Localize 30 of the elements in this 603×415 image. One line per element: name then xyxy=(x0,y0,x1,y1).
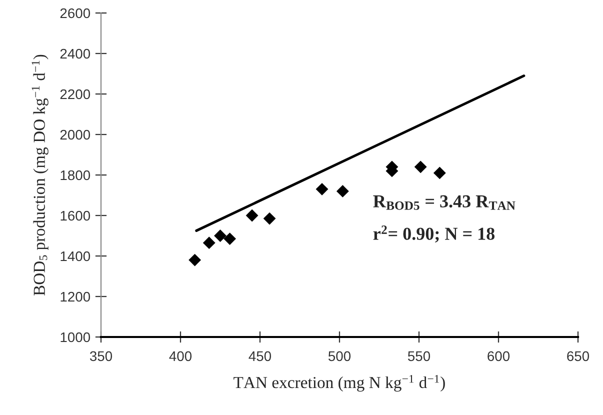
point xyxy=(202,236,216,250)
y-axis-title: BOD$_{5}$ production (mg DO kg$^{−1}$ d$^{−1}$) xyxy=(32,54,48,296)
y-tick-label: 1200 xyxy=(60,292,90,302)
y-tick-label: 1000 xyxy=(60,332,90,342)
point xyxy=(224,232,236,245)
x-tick-label: 500 xyxy=(328,351,351,362)
point xyxy=(414,160,427,174)
point xyxy=(246,209,258,222)
y-tick-label: 2400 xyxy=(60,48,90,59)
x-tick-label: 650 xyxy=(567,351,590,362)
x-tick-label: 550 xyxy=(408,351,430,362)
x-tick-label: 400 xyxy=(169,351,192,362)
annotation: r$^{2}$= 0.90; N = 18 xyxy=(373,226,495,243)
y-tick-label: 1400 xyxy=(60,251,90,262)
y-tick-label: 2600 xyxy=(60,8,90,18)
x-tick-label: 450 xyxy=(248,351,272,362)
annotation: R$_{BOD5}$ = 3.43 R$_{TAN}$ xyxy=(373,195,516,210)
point xyxy=(263,212,276,225)
point xyxy=(336,184,349,198)
y-tick-label: 1600 xyxy=(60,210,90,221)
x-tick-label: 350 xyxy=(90,351,112,362)
x-axis-title: TAN excretion (mg N kg$^{−1}$ d$^{−1}$) xyxy=(234,374,445,392)
point xyxy=(188,254,202,266)
x-tick-label: 600 xyxy=(488,351,510,362)
y-tick-label: 2000 xyxy=(60,130,90,140)
y-tick-label: 2200 xyxy=(60,89,90,100)
point xyxy=(214,230,226,242)
point xyxy=(316,182,328,196)
point xyxy=(433,166,446,180)
y-tick-label: 1800 xyxy=(60,170,90,180)
